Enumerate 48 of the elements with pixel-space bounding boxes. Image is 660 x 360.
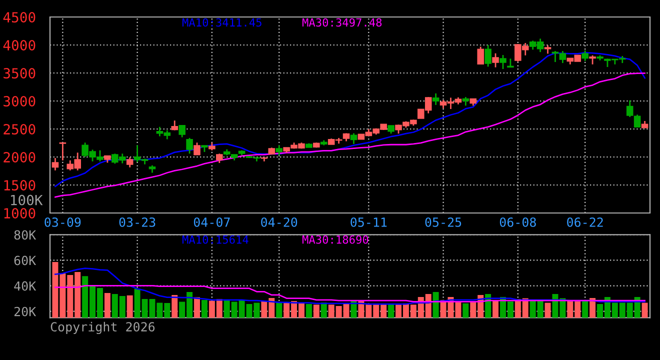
candlestick: [589, 54, 596, 66]
x-tick-label: 05-25: [425, 217, 462, 227]
x-tick-label: 04-07: [194, 217, 230, 227]
text: Copyright 2026: [50, 322, 155, 334]
y-tick-label: 40K: [14, 281, 36, 291]
text: MA10:15614: [182, 235, 248, 244]
y-tick-label: 3000: [4, 96, 36, 107]
candlestick: [626, 100, 634, 118]
candlestick: [178, 124, 186, 138]
x-tick-label: 06-22: [567, 217, 603, 227]
y-tick-label: 3500: [4, 68, 36, 79]
candlestick: [194, 142, 200, 156]
x-tick-label: 04-20: [261, 217, 298, 227]
y-tick-label: 2500: [4, 124, 36, 135]
y-tick-label: 60K: [14, 256, 36, 266]
candlestick: [582, 50, 588, 62]
line-series: [54, 52, 646, 188]
candlestick: [52, 157, 59, 172]
x-tick-label: 06-08: [500, 217, 536, 227]
candlestick: [492, 52, 499, 68]
y-tick-label: 4000: [3, 40, 36, 51]
x-tick-label: 03-09: [44, 217, 81, 227]
candlestick: [186, 137, 193, 154]
text: MA10:3411.45: [182, 18, 262, 27]
candlestick: [477, 46, 484, 65]
x-tick-label: 03-23: [119, 217, 156, 227]
y-tick-label: 1500: [4, 180, 36, 191]
y-tick-label: 4500: [3, 12, 36, 23]
candlestick: [484, 44, 492, 68]
text: MA30:3497.48: [302, 18, 382, 27]
line-series: [54, 72, 646, 198]
x-tick-label: 05-11: [350, 217, 387, 227]
line-series: [54, 268, 646, 305]
line-series: [54, 284, 646, 302]
y-tick-label: 80K: [14, 230, 36, 240]
candlestick: [500, 54, 506, 70]
candlestick: [432, 92, 440, 106]
text: MA30:18690: [302, 235, 368, 244]
candlestick: [634, 114, 641, 128]
candlestick: [59, 142, 66, 162]
y-tick-label: 20K: [14, 306, 36, 316]
candlestick: [350, 132, 358, 145]
candlestick: [276, 144, 282, 156]
candlestick: [126, 156, 134, 168]
y-tick-label: 2000: [4, 152, 36, 163]
candlestick: [216, 152, 223, 164]
text: 100K: [11, 194, 43, 206]
y-tick-label: 1000: [4, 208, 36, 219]
